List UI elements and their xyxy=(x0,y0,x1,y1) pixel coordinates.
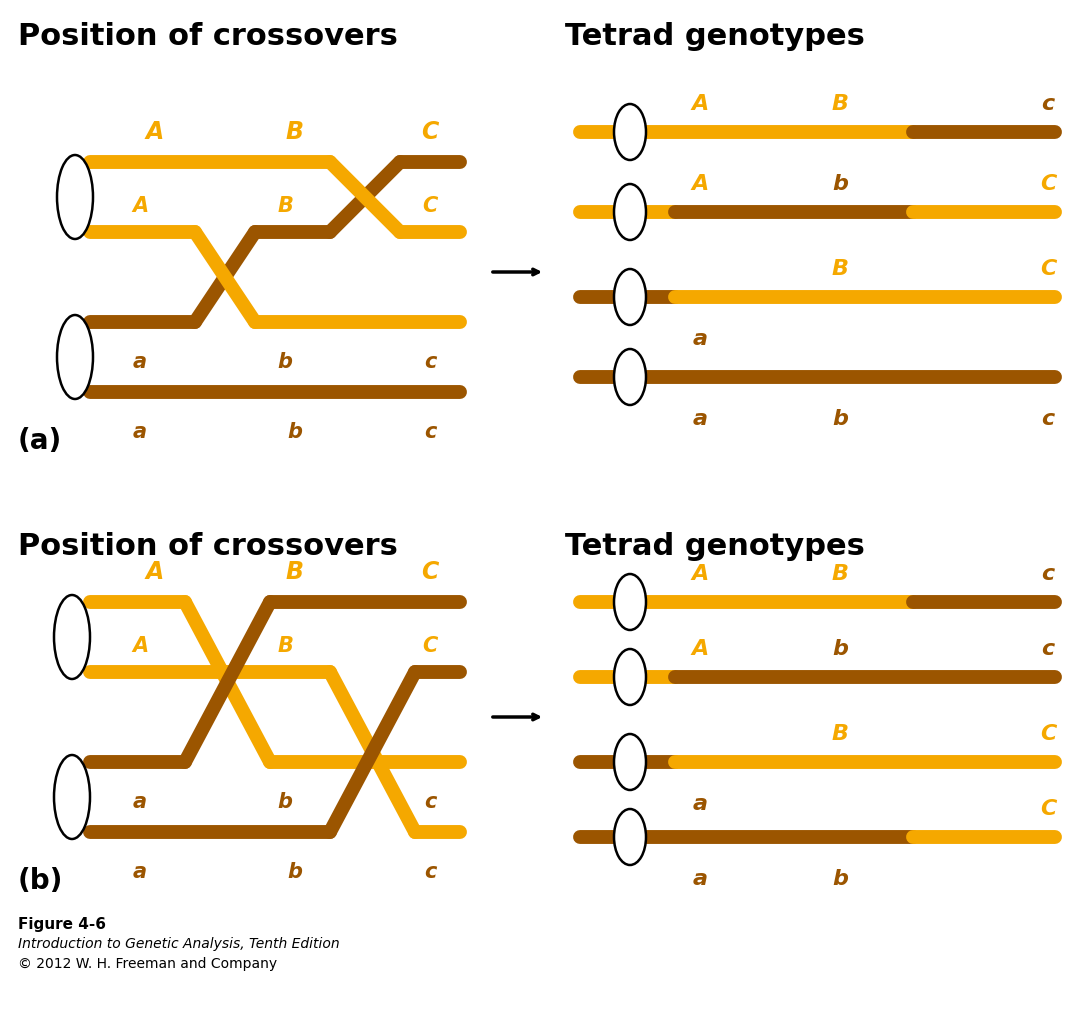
Text: C: C xyxy=(1040,174,1056,194)
Text: a: a xyxy=(692,794,707,814)
Text: a: a xyxy=(692,409,707,429)
Text: c: c xyxy=(1041,409,1055,429)
Text: C: C xyxy=(421,120,438,144)
Ellipse shape xyxy=(615,349,646,405)
Text: a: a xyxy=(692,869,707,889)
Text: A: A xyxy=(691,174,708,194)
Ellipse shape xyxy=(57,155,93,239)
Ellipse shape xyxy=(54,595,90,679)
Text: a: a xyxy=(133,352,147,372)
Text: c: c xyxy=(423,792,436,812)
Text: c: c xyxy=(1041,565,1055,584)
Text: C: C xyxy=(1040,259,1056,279)
Ellipse shape xyxy=(615,649,646,705)
Text: A: A xyxy=(132,196,148,216)
Text: B: B xyxy=(832,259,849,279)
Text: c: c xyxy=(1041,94,1055,114)
Text: (a): (a) xyxy=(18,427,63,455)
Text: C: C xyxy=(1040,724,1056,744)
Text: b: b xyxy=(287,862,302,882)
Text: b: b xyxy=(832,174,848,194)
Text: b: b xyxy=(287,422,302,442)
Text: b: b xyxy=(278,792,293,812)
Text: Position of crossovers: Position of crossovers xyxy=(18,22,397,51)
Text: c: c xyxy=(423,422,436,442)
Text: b: b xyxy=(832,639,848,659)
Ellipse shape xyxy=(615,734,646,791)
Text: (b): (b) xyxy=(18,867,64,895)
Text: B: B xyxy=(286,560,303,584)
Text: b: b xyxy=(832,409,848,429)
Text: C: C xyxy=(422,196,437,216)
Text: A: A xyxy=(691,639,708,659)
Text: B: B xyxy=(286,120,303,144)
Ellipse shape xyxy=(615,574,646,630)
Text: B: B xyxy=(832,565,849,584)
Text: Tetrad genotypes: Tetrad genotypes xyxy=(565,22,865,51)
Text: Introduction to Genetic Analysis, Tenth Edition: Introduction to Genetic Analysis, Tenth … xyxy=(18,937,339,952)
Ellipse shape xyxy=(615,104,646,160)
Ellipse shape xyxy=(57,315,93,399)
Ellipse shape xyxy=(615,184,646,240)
Text: B: B xyxy=(278,196,293,216)
Text: Figure 4-6: Figure 4-6 xyxy=(18,917,106,932)
Text: a: a xyxy=(133,862,147,882)
Text: Tetrad genotypes: Tetrad genotypes xyxy=(565,533,865,561)
Text: © 2012 W. H. Freeman and Company: © 2012 W. H. Freeman and Company xyxy=(18,957,278,971)
Text: b: b xyxy=(832,869,848,889)
Text: B: B xyxy=(278,636,293,656)
Text: c: c xyxy=(423,862,436,882)
Ellipse shape xyxy=(615,269,646,325)
Text: Position of crossovers: Position of crossovers xyxy=(18,533,397,561)
Text: C: C xyxy=(1040,799,1056,819)
Text: a: a xyxy=(692,329,707,349)
Ellipse shape xyxy=(54,755,90,839)
Text: B: B xyxy=(832,94,849,114)
Text: A: A xyxy=(132,636,148,656)
Text: b: b xyxy=(278,352,293,372)
Text: a: a xyxy=(133,422,147,442)
Text: c: c xyxy=(423,352,436,372)
Ellipse shape xyxy=(615,809,646,865)
Text: c: c xyxy=(1041,639,1055,659)
Text: a: a xyxy=(133,792,147,812)
Text: A: A xyxy=(146,560,164,584)
Text: A: A xyxy=(146,120,164,144)
Text: B: B xyxy=(832,724,849,744)
Text: C: C xyxy=(421,560,438,584)
Text: A: A xyxy=(691,565,708,584)
Text: A: A xyxy=(691,94,708,114)
Text: C: C xyxy=(422,636,437,656)
